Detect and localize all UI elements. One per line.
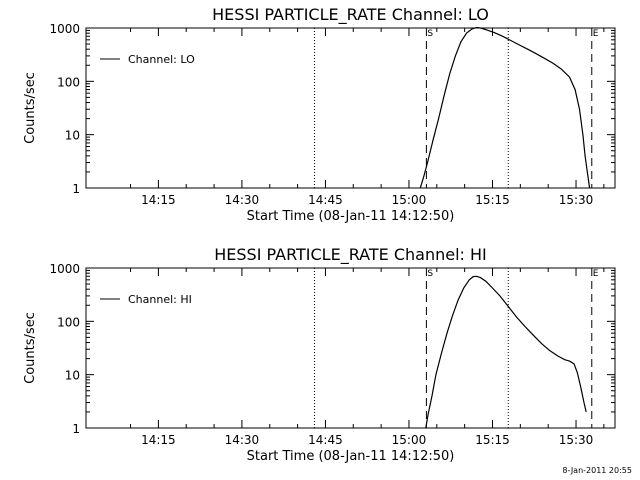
x-tick-label: 14:15 xyxy=(141,193,176,207)
x-tick-label: 14:30 xyxy=(225,433,260,447)
x-tick-label: 15:30 xyxy=(559,193,594,207)
x-tick-label: 15:15 xyxy=(475,193,510,207)
y-tick-label: 100 xyxy=(57,75,80,89)
series-line-channel-lo xyxy=(419,26,591,189)
y-tick-label: 1 xyxy=(72,182,80,196)
y-axis-label: Counts/sec xyxy=(23,312,38,384)
footer-date: 8-Jan-2011 20:55 xyxy=(562,466,632,475)
chart-title: HESSI PARTICLE_RATE Channel: HI xyxy=(214,245,487,265)
x-tick-label: 15:30 xyxy=(559,433,594,447)
y-axis-label: Counts/sec xyxy=(23,72,38,144)
y-tick-label: 100 xyxy=(57,315,80,329)
series-line-channel-hi xyxy=(425,275,587,429)
end-marker-label: E xyxy=(593,269,599,279)
chart-title: HESSI PARTICLE_RATE Channel: LO xyxy=(212,5,489,25)
legend-label: Channel: HI xyxy=(128,293,192,306)
x-tick-label: 15:00 xyxy=(392,193,427,207)
y-tick-label: 1000 xyxy=(49,22,80,36)
x-tick-label: 14:15 xyxy=(141,433,176,447)
x-tick-label: 15:00 xyxy=(392,433,427,447)
x-axis-label: Start Time (08-Jan-11 14:12:50) xyxy=(247,449,455,464)
plot-frame xyxy=(85,267,616,429)
x-tick-label: 14:30 xyxy=(225,193,260,207)
start-marker-label: S xyxy=(427,29,433,39)
y-tick-label: 10 xyxy=(65,369,80,383)
x-tick-label: 15:15 xyxy=(475,433,510,447)
legend-label: Channel: LO xyxy=(128,53,195,66)
y-tick-label: 1000 xyxy=(49,262,80,276)
plot-frame xyxy=(85,27,616,189)
end-marker-label: E xyxy=(593,29,599,39)
start-marker-label: S xyxy=(427,269,433,279)
x-tick-label: 14:45 xyxy=(308,193,343,207)
y-tick-label: 10 xyxy=(65,129,80,143)
x-tick-label: 14:45 xyxy=(308,433,343,447)
y-tick-label: 1 xyxy=(72,422,80,436)
x-axis-label: Start Time (08-Jan-11 14:12:50) xyxy=(247,209,455,224)
